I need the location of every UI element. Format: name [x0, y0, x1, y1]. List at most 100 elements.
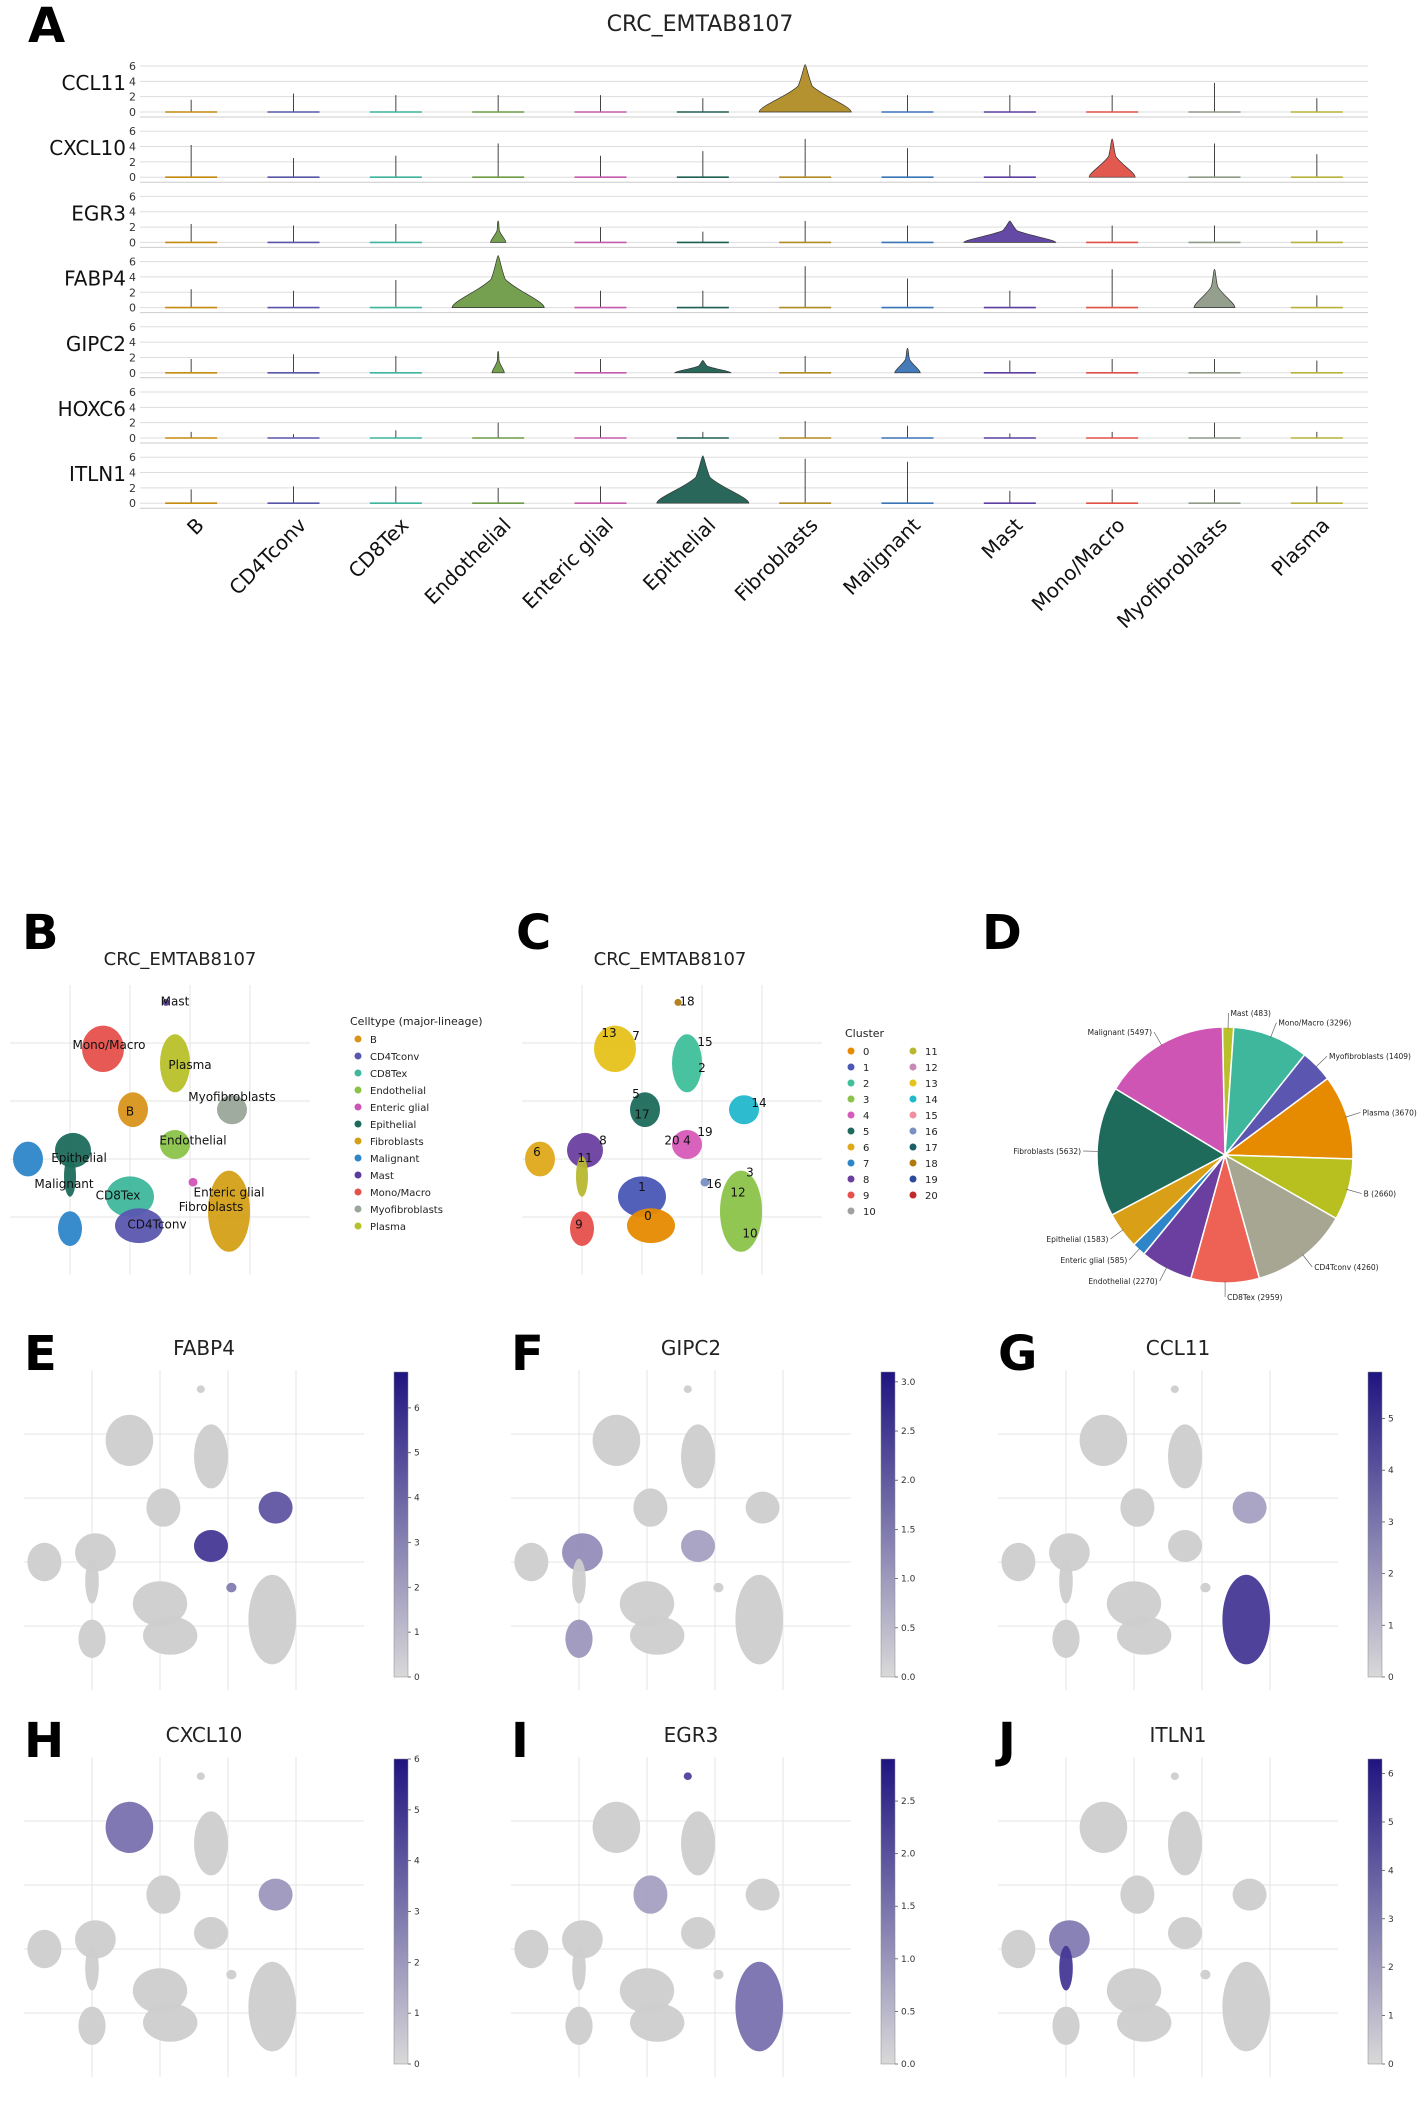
violin-category-label-epithelial: Epithelial	[638, 513, 720, 595]
umap-c-legend-label: 15	[925, 1111, 938, 1122]
umap-cluster-enteric-glial	[1200, 1582, 1211, 1593]
violin-shape-epithelial	[674, 360, 732, 374]
umap-b-legend-label: Epithelial	[370, 1120, 416, 1131]
umap-b-legend-label: Malignant	[370, 1154, 419, 1165]
colorbar-tick-label: 1	[1388, 1621, 1394, 1631]
colorbar-tick-label: 5	[1388, 1415, 1394, 1425]
umap-c-legend-label: 2	[863, 1079, 869, 1090]
umap-b-label-plasma: Plasma	[168, 1058, 211, 1072]
pie-label-cd4tconv: CD4Tconv (4260)	[1314, 1263, 1378, 1272]
umap-c-legend-label: 5	[863, 1127, 869, 1138]
umap-cluster-epithelial	[567, 1132, 603, 1168]
feature-plot-svg: 0 1 2 3 4 5	[998, 1370, 1394, 1690]
feature-plot-itln1: J ITLN1 0 1 2 3 4 5 6	[978, 1717, 1417, 2097]
colorbar-tick-label: 2	[1388, 1570, 1394, 1580]
colorbar-tick-label: 4	[1388, 1866, 1394, 1876]
umap-cluster-cd4tconv	[630, 2003, 685, 2042]
umap-cluster-cd4tconv	[143, 2003, 198, 2042]
umap-c-legend-dot	[909, 1127, 917, 1135]
umap-c-legend-dot	[847, 1079, 855, 1087]
umap-cluster-mono-macro	[592, 1801, 641, 1853]
umap-cluster-malignant2	[565, 1619, 593, 1658]
feature-plot-title: GIPC2	[660, 1336, 722, 1360]
colorbar-tick-label: 3	[414, 1908, 420, 1918]
violin-shape-fibroblasts	[758, 64, 852, 113]
violin-ytick-label: 4	[129, 336, 136, 349]
umap-cluster-cd8tex	[1106, 1581, 1162, 1626]
umap-c-legend-label: 8	[863, 1175, 869, 1186]
colorbar-tick-label: 0	[1388, 2060, 1394, 2070]
violin-gene-label: FABP4	[64, 267, 126, 291]
umap-c-legend-dot	[847, 1191, 855, 1199]
feature-plot-svg: 0.0 0.5 1.0 1.5 2.0 2.5	[511, 1757, 916, 2077]
umap-cluster-myofibroblasts	[1232, 1491, 1267, 1524]
umap-cluster-cd8tex	[618, 1176, 666, 1217]
umap-c-legend-dot	[909, 1191, 917, 1199]
umap-cluster-enteric-glial	[188, 1177, 198, 1187]
colorbar-tick-label: 0	[414, 2060, 420, 2070]
umap-cluster-mono-macro	[592, 1414, 641, 1466]
panel-c-letter: C	[516, 905, 552, 961]
violin-ytick-label: 0	[129, 106, 136, 119]
umap-cluster-epithelial	[75, 1533, 116, 1572]
pie-leader-line	[1315, 1055, 1328, 1068]
violin-shape-malignant	[894, 347, 921, 374]
feature-umap-points	[998, 1757, 1338, 2077]
umap-cluster-myofibroblasts	[745, 1491, 780, 1524]
umap-cluster-b	[118, 1092, 148, 1128]
umap-c-legend-label: 7	[863, 1159, 869, 1170]
umap-cluster-mono-macro	[1079, 1414, 1128, 1466]
feature-plot-svg: 0 1 2 3 4 5 6	[998, 1757, 1394, 2077]
umap-c-legend-dot	[847, 1159, 855, 1167]
umap-c-legend-dot	[847, 1111, 855, 1119]
colorbar	[880, 1758, 896, 2065]
umap-b-legend-dot	[354, 1069, 362, 1077]
panel-a-letter: A	[28, 0, 66, 54]
umap-cluster-fibroblasts	[208, 1170, 250, 1252]
umap-cluster-epithelial2	[1059, 1945, 1073, 1991]
colorbar-tick-label: 1.5	[901, 1902, 915, 1912]
feature-umap-points	[24, 1757, 364, 2077]
umap-cluster-mast	[674, 998, 682, 1006]
umap-c-legend-label: 1	[863, 1063, 869, 1074]
feature-plot-title: FABP4	[173, 1336, 235, 1360]
feature-umap-points	[998, 1370, 1338, 1690]
umap-c-label-16: 16	[706, 1177, 721, 1191]
umap-c-legend-label: 10	[863, 1207, 876, 1218]
umap-b-legend-title: Celltype (major-lineage)	[350, 1015, 483, 1028]
umap-b-legend-label: CD8Tex	[370, 1069, 407, 1080]
umap-cluster-epithelial2	[85, 1558, 99, 1604]
umap-cluster-endothelial	[194, 1530, 228, 1562]
umap-cluster-malignant2	[78, 1619, 106, 1658]
umap-c-label-6: 6	[533, 1145, 541, 1159]
violin-ytick-label: 2	[129, 482, 136, 495]
umap-cluster-mast	[196, 1772, 205, 1781]
violin-ytick-label: 4	[129, 75, 136, 88]
violin-ytick-label: 4	[129, 467, 136, 480]
umap-cluster-enteric-glial	[713, 1582, 724, 1593]
panel-c: C CRC_EMTAB8107 18 13 7 15 2 5 17 14 19 20 4 6 8 11 3 1…	[500, 905, 970, 1305]
feature-plot-svg: 0 1 2 3 4 5 6	[24, 1370, 420, 1690]
umap-c-label-17: 17	[634, 1107, 649, 1121]
umap-cluster-plasma	[681, 1811, 715, 1876]
umap-cluster-epithelial2	[572, 1558, 586, 1604]
umap-cluster-enteric-glial	[713, 1969, 724, 1980]
pie-label-malignant: Malignant (5497)	[1088, 1028, 1152, 1037]
umap-c-legend-dot	[847, 1143, 855, 1151]
pie-leader-line	[1270, 1022, 1277, 1038]
umap-c-legend-label: 14	[925, 1095, 938, 1106]
umap-cluster-cd8tex	[106, 1176, 154, 1217]
colorbar-tick-label: 2	[414, 1583, 420, 1593]
violin-ytick-label: 2	[129, 91, 136, 104]
umap-cluster-cd8tex	[1106, 1968, 1162, 2013]
umap-cluster-endothelial	[1168, 1917, 1202, 1949]
umap-cluster-cd4tconv	[1117, 1616, 1172, 1655]
umap-b-legend-dot	[354, 1035, 362, 1043]
umap-c-legend-dot	[909, 1175, 917, 1183]
umap-cluster-malignant	[514, 1929, 549, 1969]
feature-plot-title: ITLN1	[1149, 1723, 1207, 1747]
colorbar-tick-label: 5	[414, 1449, 420, 1459]
umap-c-legend-dot	[909, 1111, 917, 1119]
